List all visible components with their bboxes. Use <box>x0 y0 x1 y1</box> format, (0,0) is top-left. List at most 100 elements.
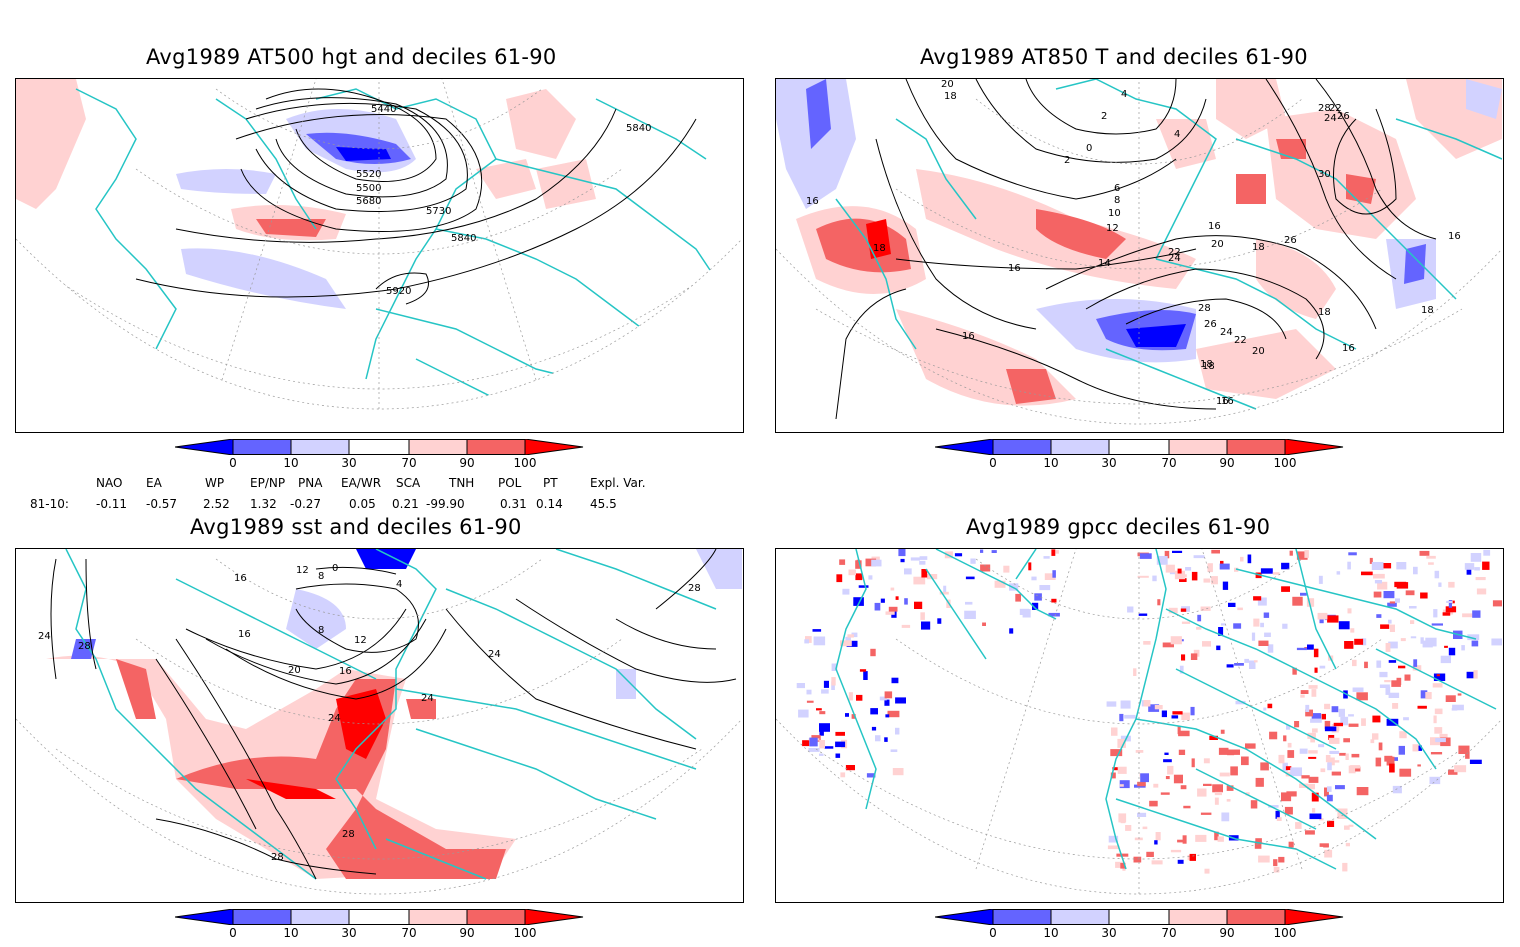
precip-cell <box>1289 550 1293 556</box>
contour-label: 5920 <box>386 286 411 297</box>
colorbar-tick-label: 0 <box>989 926 997 940</box>
precip-cell <box>1378 742 1383 751</box>
precip-cell <box>1413 566 1418 575</box>
precip-cell <box>1260 568 1273 574</box>
precip-cell <box>1329 750 1340 754</box>
index-value: -0.27 <box>290 497 322 511</box>
precip-cell <box>819 753 824 756</box>
precip-cell <box>1228 602 1236 607</box>
precip-cell <box>1119 780 1130 789</box>
precip-cell <box>884 737 888 742</box>
precip-cell <box>1204 868 1210 874</box>
precip-cell <box>1319 665 1326 669</box>
precip-cell <box>1222 581 1229 590</box>
index-name: NAO <box>96 476 123 490</box>
precip-cell <box>1180 608 1187 612</box>
precip-cell <box>1043 556 1050 559</box>
precip-cell <box>1268 805 1279 808</box>
precip-cell <box>964 610 976 619</box>
precip-cell <box>1168 607 1178 614</box>
precip-cell <box>835 741 846 748</box>
precip-cell <box>1347 608 1352 614</box>
precip-cell <box>891 677 899 684</box>
contour-label: 28 <box>1318 103 1331 114</box>
colorbar-tick-label: 30 <box>341 926 357 940</box>
precip-cell <box>1446 600 1453 603</box>
precip-cell <box>1263 612 1270 618</box>
precip-cell <box>1220 729 1225 734</box>
index-name: TNH <box>449 476 475 490</box>
precip-cell <box>1370 739 1375 744</box>
precip-cell <box>855 573 863 581</box>
colorbar-segment <box>348 439 410 455</box>
anomaly-shade <box>1466 79 1502 119</box>
precip-cell <box>1189 853 1196 861</box>
contour-label: 5840 <box>451 233 476 244</box>
precip-cell <box>1361 571 1373 576</box>
contour-label: 16 <box>339 666 352 677</box>
precip-cell <box>1336 571 1341 575</box>
panel-title-1: Avg1989 AT500 hgt and deciles 61-90 <box>146 45 557 69</box>
anomaly-shade <box>866 219 891 259</box>
precip-cell <box>1258 855 1270 863</box>
precip-cell <box>1227 749 1235 756</box>
precip-cell <box>819 711 826 715</box>
precip-cell <box>1287 750 1295 758</box>
precip-cell <box>1125 825 1132 831</box>
precip-cell <box>1276 817 1282 821</box>
precip-cell <box>1296 647 1307 651</box>
precip-cell <box>879 696 887 701</box>
precip-cell <box>1177 568 1182 574</box>
precip-cell <box>1377 581 1388 590</box>
anomaly-shade <box>806 79 831 149</box>
colorbar-segment <box>466 439 526 455</box>
precip-cell <box>1420 637 1424 644</box>
precip-cell <box>1048 612 1060 617</box>
precip-cell <box>1278 754 1285 764</box>
precip-cell <box>895 727 900 735</box>
precip-cell <box>1319 618 1324 624</box>
precip-cell <box>1331 771 1341 776</box>
precip-cell <box>1157 599 1161 606</box>
precip-cell <box>1448 600 1452 608</box>
precip-cell <box>1344 825 1350 830</box>
map-canvas-2: 20 18 16 4 2 0 2 4 6 8 10 12 14 16 18 20… <box>776 79 1502 425</box>
precip-cell <box>1230 766 1238 776</box>
precip-cell <box>1301 775 1310 779</box>
precip-cell <box>1137 781 1146 787</box>
precip-cell <box>1171 715 1179 719</box>
map-panel-4 <box>775 548 1504 903</box>
precip-cell <box>895 596 899 600</box>
precip-cell <box>1255 838 1262 845</box>
anomaly-shade <box>1266 109 1416 239</box>
precip-cell <box>1454 765 1467 773</box>
precip-cell <box>1178 749 1186 755</box>
contour-label: 26 <box>1284 235 1297 246</box>
precip-cell <box>1116 853 1129 857</box>
precip-cell <box>1388 641 1398 649</box>
precip-cell <box>885 714 890 718</box>
precip-cell <box>965 601 973 605</box>
precip-cell <box>1299 748 1308 754</box>
precip-cell <box>1304 550 1309 558</box>
precip-cell <box>1015 593 1021 602</box>
precip-cell <box>982 622 986 626</box>
precip-cell <box>1202 641 1211 647</box>
precip-cell <box>890 587 895 591</box>
precip-cell <box>1164 550 1170 559</box>
precip-cell <box>1296 551 1308 560</box>
index-value: -99.90 <box>426 497 465 511</box>
precip-cell <box>1149 800 1158 807</box>
contour-label: 16 <box>1208 221 1221 232</box>
contour-label: 5520 <box>356 169 381 180</box>
precip-cell <box>1294 721 1300 728</box>
precip-cell <box>1311 792 1319 802</box>
precip-cell <box>1413 659 1418 667</box>
precip-cell <box>1308 750 1318 754</box>
precip-cell <box>847 634 854 638</box>
precip-cell <box>1434 570 1440 579</box>
colorbar-segment <box>1168 439 1228 455</box>
precip-cell <box>1425 692 1432 700</box>
precip-cell <box>1361 718 1366 726</box>
precip-cell <box>1281 792 1292 802</box>
